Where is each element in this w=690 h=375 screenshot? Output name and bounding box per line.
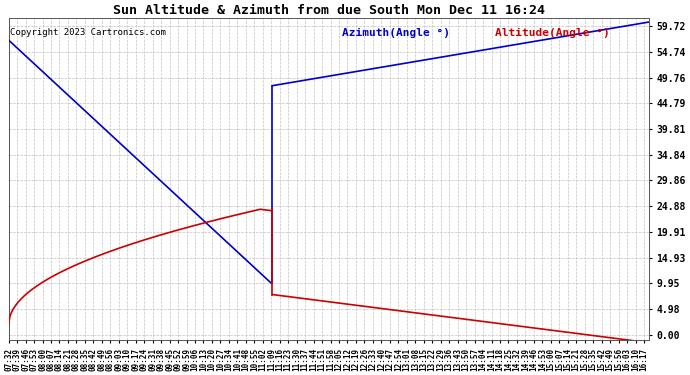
Text: Copyright 2023 Cartronics.com: Copyright 2023 Cartronics.com [10, 28, 166, 37]
Title: Sun Altitude & Azimuth from due South Mon Dec 11 16:24: Sun Altitude & Azimuth from due South Mo… [112, 4, 544, 17]
Text: Azimuth(Angle °): Azimuth(Angle °) [342, 28, 450, 38]
Text: Altitude(Angle °): Altitude(Angle °) [495, 28, 610, 38]
